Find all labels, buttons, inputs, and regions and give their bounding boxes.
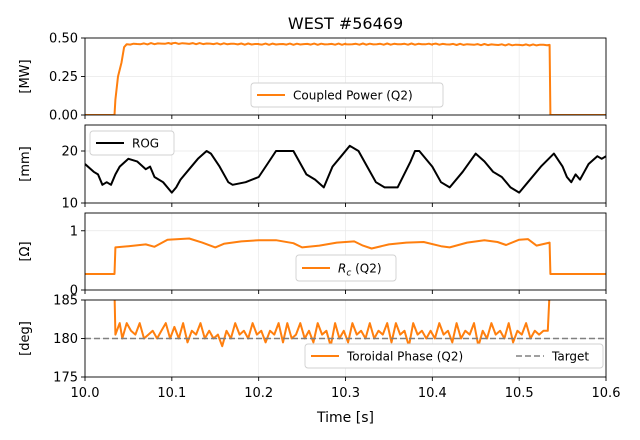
y-tick-label: 175 (53, 371, 78, 386)
panel-4: 175 180 185 [deg] Toroidal Phase (Q2) Target (18, 294, 607, 386)
legend-label: Rc (Q2) (338, 262, 382, 279)
x-tick-label: 10.5 (505, 386, 534, 401)
legend-box (304, 343, 604, 369)
panel-2: 10 20 [mm] ROG (18, 124, 607, 212)
x-tick-label: 10.1 (157, 386, 186, 401)
y-tick-label: 20 (61, 145, 78, 160)
legend-label: Coupled Power (Q2) (293, 89, 413, 103)
legend-box (295, 254, 397, 282)
x-tick-label: 10.3 (331, 386, 360, 401)
y-tick-label: 0.25 (49, 70, 78, 85)
y-axis-label: [mm] (18, 146, 33, 181)
y-axis-label: [MW] (18, 59, 33, 93)
chart-title: WEST #56469 (288, 14, 403, 33)
panel-3: 0 1 [Ω] Rc (Q2) (18, 212, 607, 299)
x-tick-label: 10.2 (244, 386, 273, 401)
x-axis-label: Time [s] (316, 410, 374, 426)
y-tick-label: 0.00 (49, 109, 78, 124)
panel-1: 0.00 0.25 0.50 [MW] Coupled Power (Q2) (18, 32, 607, 124)
x-tick-label: 10.0 (71, 386, 100, 401)
legend-box (89, 130, 175, 156)
series-line-rog (85, 144, 606, 194)
y-tick-label: 1 (70, 224, 78, 239)
y-tick-label: 185 (53, 294, 78, 309)
y-tick-label: 180 (53, 332, 78, 347)
legend-label: Toroidal Phase (Q2) (346, 350, 463, 364)
legend-label: ROG (132, 137, 159, 151)
legend-label: Target (551, 350, 589, 364)
x-tick-label: 10.6 (592, 386, 621, 401)
series-line-rc-q2 (85, 237, 606, 275)
y-axis-label: [deg] (18, 321, 33, 356)
y-tick-label: 10 (61, 197, 78, 212)
y-tick-label: 0.50 (49, 32, 78, 47)
series-line-coupled-power-q2 (85, 41, 606, 115)
x-tick-label: 10.4 (418, 386, 447, 401)
y-axis-label: [Ω] (18, 241, 33, 261)
legend-box (250, 82, 444, 108)
y-tick-label: 0 (70, 284, 78, 299)
